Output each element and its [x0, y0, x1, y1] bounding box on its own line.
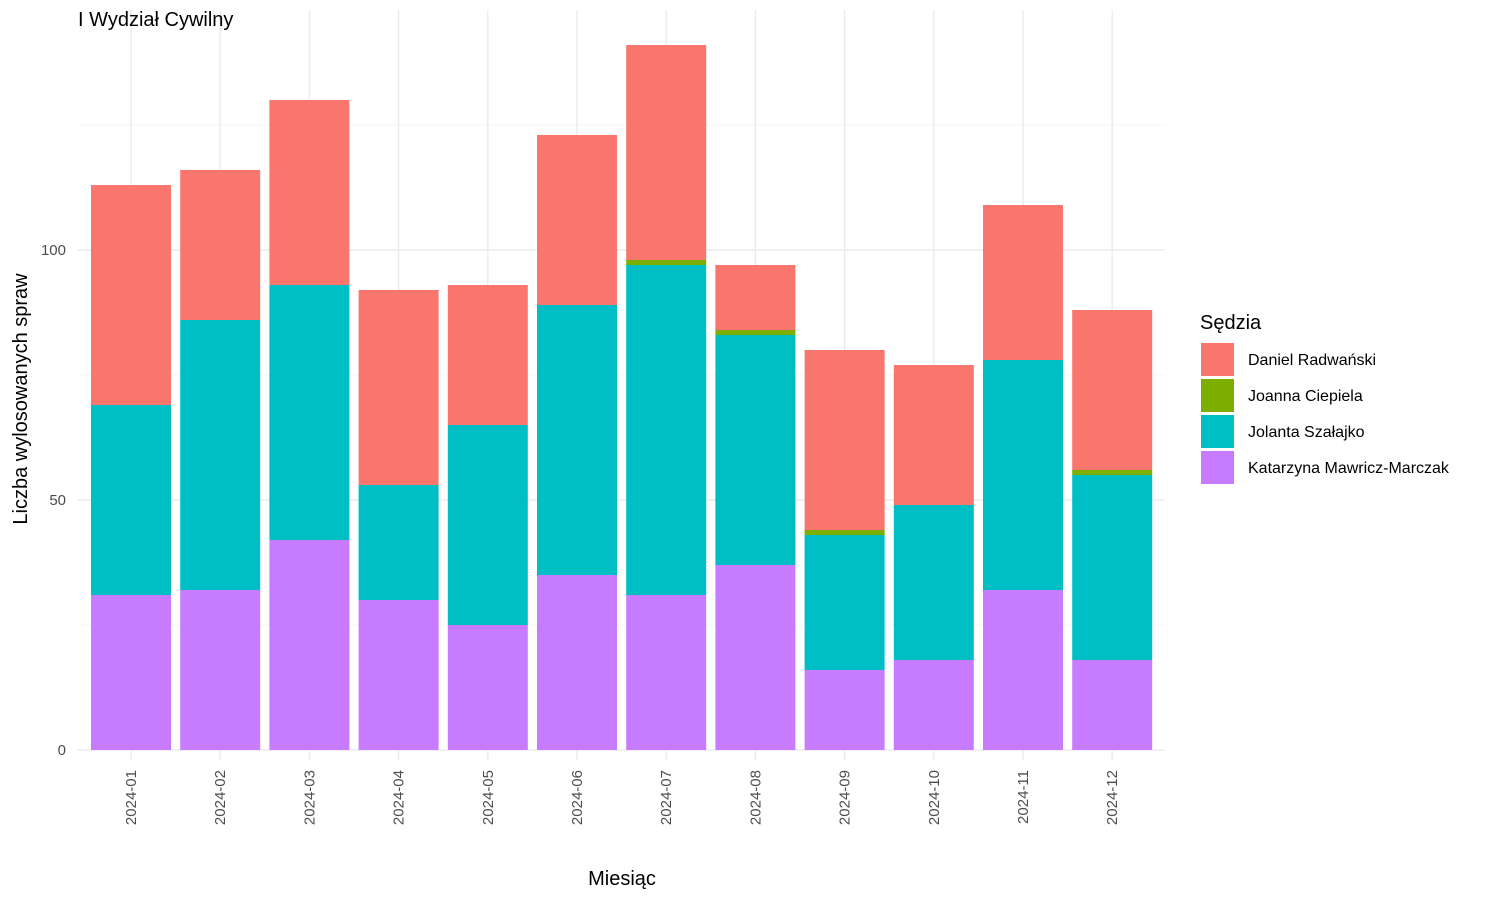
bar-daniel-radwanski-2024-04 — [358, 290, 439, 485]
bar-daniel-radwanski-2024-09 — [804, 350, 885, 530]
bar-daniel-radwanski-2024-05 — [447, 285, 528, 425]
bar-jolanta-szalajko-2024-06 — [537, 305, 617, 575]
bar-jolanta-szalajko-2024-01 — [91, 405, 171, 595]
x-tick-label: 2024-08 — [747, 770, 764, 825]
y-tick-labels: 0 50 100 — [41, 242, 66, 759]
bar-jolanta-szalajko-2024-08 — [715, 335, 796, 565]
legend-label-joanna-ciepiela: Joanna Ciepiela — [1248, 388, 1363, 405]
y-tick-label: 0 — [58, 742, 66, 759]
bar-katarzyna-mawricz-marczak-2024-03 — [269, 540, 350, 750]
x-tick-label: 2024-11 — [1015, 770, 1032, 824]
legend-label-jolanta-szalajko: Jolanta Szałajko — [1248, 424, 1365, 441]
bar-katarzyna-mawricz-marczak-2024-08 — [715, 565, 796, 750]
bar-katarzyna-mawricz-marczak-2024-01 — [91, 595, 171, 750]
legend-key-daniel-radwanski — [1201, 343, 1234, 376]
bar-jolanta-szalajko-2024-12 — [1072, 475, 1153, 660]
bar-daniel-radwanski-2024-02 — [180, 170, 261, 320]
x-tick-label: 2024-01 — [123, 770, 140, 825]
x-tick-label: 2024-02 — [212, 770, 229, 825]
x-tick-label: 2024-06 — [569, 770, 586, 825]
bar-jolanta-szalajko-2024-11 — [983, 360, 1063, 590]
chart-title: I Wydział Cywilny — [78, 9, 233, 31]
bar-daniel-radwanski-2024-01 — [91, 185, 171, 405]
x-tick-label: 2024-07 — [658, 770, 675, 825]
x-axis-title: Miesiąc — [588, 868, 656, 890]
legend-key-jolanta-szalajko — [1201, 415, 1234, 448]
bar-katarzyna-mawricz-marczak-2024-12 — [1072, 660, 1153, 750]
legend-title: Sędzia — [1200, 312, 1262, 334]
legend-label-katarzyna-mawricz-marczak: Katarzyna Mawricz-Marczak — [1248, 460, 1450, 477]
bar-katarzyna-mawricz-marczak-2024-05 — [447, 625, 528, 750]
bar-katarzyna-mawricz-marczak-2024-11 — [983, 590, 1063, 750]
bar-jolanta-szalajko-2024-09 — [804, 535, 885, 670]
legend-key-joanna-ciepiela — [1201, 379, 1234, 412]
legend: Sędzia Daniel Radwański Joanna Ciepiela Jo… — [1200, 312, 1450, 484]
y-tick-label: 50 — [49, 492, 66, 509]
x-tick-label: 2024-05 — [480, 770, 497, 825]
bar-jolanta-szalajko-2024-07 — [626, 265, 707, 595]
bar-katarzyna-mawricz-marczak-2024-06 — [537, 575, 617, 750]
x-tick-label: 2024-04 — [391, 770, 408, 825]
bar-daniel-radwanski-2024-08 — [715, 265, 796, 330]
x-tick-label: 2024-03 — [301, 770, 318, 825]
bar-joanna-ciepiela-2024-08 — [715, 330, 796, 335]
bar-daniel-radwanski-2024-10 — [893, 365, 974, 505]
bars — [91, 45, 1153, 750]
legend-key-katarzyna-mawricz-marczak — [1201, 451, 1234, 484]
bar-joanna-ciepiela-2024-07 — [626, 260, 707, 265]
legend-label-daniel-radwanski: Daniel Radwański — [1248, 352, 1376, 369]
bar-jolanta-szalajko-2024-05 — [447, 425, 528, 625]
bar-katarzyna-mawricz-marczak-2024-04 — [358, 600, 439, 750]
bar-daniel-radwanski-2024-07 — [626, 45, 707, 260]
bar-jolanta-szalajko-2024-10 — [893, 505, 974, 660]
x-tick-label: 2024-09 — [837, 770, 854, 825]
bar-daniel-radwanski-2024-03 — [269, 100, 350, 285]
bar-katarzyna-mawricz-marczak-2024-07 — [626, 595, 707, 750]
bar-joanna-ciepiela-2024-12 — [1072, 470, 1153, 475]
bar-daniel-radwanski-2024-12 — [1072, 310, 1153, 470]
x-tick-label: 2024-12 — [1104, 770, 1121, 825]
bar-jolanta-szalajko-2024-04 — [358, 485, 439, 600]
bar-katarzyna-mawricz-marczak-2024-10 — [893, 660, 974, 750]
bar-joanna-ciepiela-2024-09 — [804, 530, 885, 535]
bar-jolanta-szalajko-2024-02 — [180, 320, 261, 590]
legend-items: Daniel Radwański Joanna Ciepiela Jolanta S… — [1201, 343, 1450, 484]
bar-jolanta-szalajko-2024-03 — [269, 285, 350, 540]
y-axis-title: Liczba wylosowanych spraw — [10, 273, 32, 525]
bar-daniel-radwanski-2024-06 — [537, 135, 617, 305]
x-tick-labels: 2024-01 2024-02 2024-03 2024-04 2024-05 2024-… — [123, 770, 1121, 825]
bar-katarzyna-mawricz-marczak-2024-02 — [180, 590, 261, 750]
bar-daniel-radwanski-2024-11 — [983, 205, 1063, 360]
y-tick-label: 100 — [41, 242, 66, 259]
bar-katarzyna-mawricz-marczak-2024-09 — [804, 670, 885, 750]
x-tick-label: 2024-10 — [926, 770, 943, 825]
